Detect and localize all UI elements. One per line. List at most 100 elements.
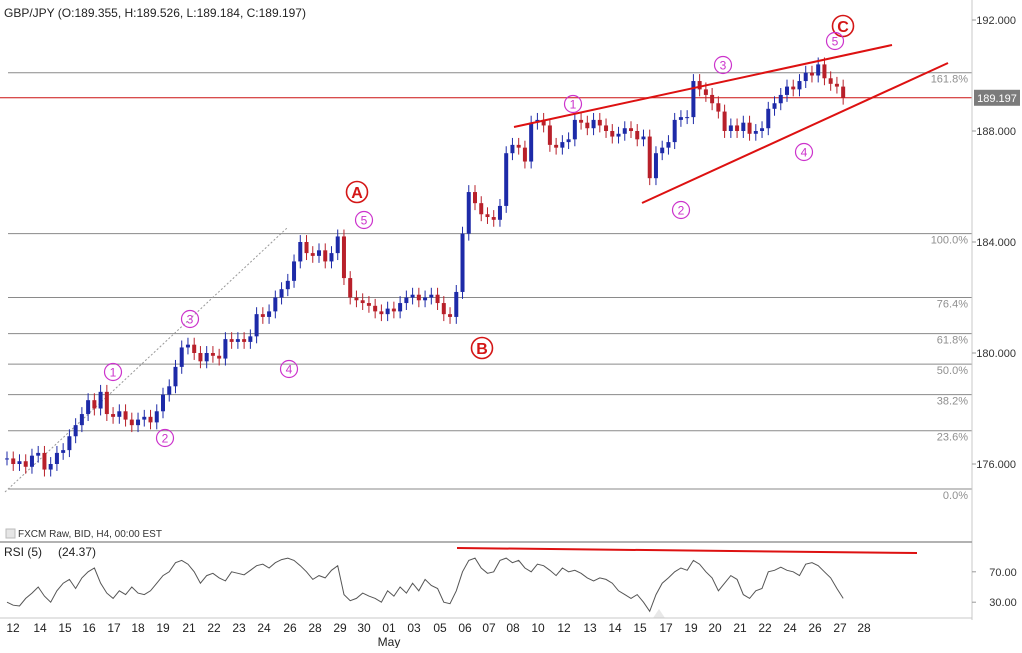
candle-body xyxy=(497,205,502,220)
candle-body xyxy=(210,353,215,356)
candle-body xyxy=(348,278,353,298)
minor-wave-text: 1 xyxy=(110,366,117,380)
candle-body xyxy=(142,416,147,420)
time-tick-label: 05 xyxy=(433,621,447,635)
time-tick-label: 12 xyxy=(6,621,20,635)
candle-body xyxy=(772,103,777,109)
rsi-line xyxy=(6,557,844,613)
candle-body xyxy=(572,119,577,140)
candle-body xyxy=(129,419,134,426)
major-wave-label: C xyxy=(831,14,855,38)
rsi-divergence-line xyxy=(456,547,918,554)
candle-body xyxy=(809,72,814,76)
candle-body xyxy=(92,400,97,409)
minor-wave-label: 2 xyxy=(155,428,175,448)
candle-body xyxy=(86,400,91,415)
candle-body xyxy=(98,391,103,409)
minor-wave-circle xyxy=(825,31,845,51)
candle-body xyxy=(448,314,453,317)
candle-body xyxy=(653,153,658,179)
time-tick-label: 07 xyxy=(482,621,496,635)
candle-body xyxy=(597,119,602,126)
time-tick-label: 28 xyxy=(308,621,322,635)
candle-body xyxy=(591,119,596,129)
major-wave-text: A xyxy=(351,185,363,202)
time-tick-label: 08 xyxy=(506,621,520,635)
time-axis: 12 14 15 16 17 18 19 21 22 23 24 26 28 29 30 01 03 05 06 07… xyxy=(6,621,871,649)
minor-wave-text: 5 xyxy=(832,35,839,49)
candle-body xyxy=(423,297,428,301)
candle-body xyxy=(136,419,141,426)
major-wave-label: A xyxy=(345,180,369,204)
candle-body xyxy=(828,78,833,84)
trendlines xyxy=(513,44,949,204)
rsi-panel: 70.00 30.00 xyxy=(6,547,1017,618)
candle-body xyxy=(641,136,646,140)
candle-body xyxy=(29,455,34,467)
candle-body xyxy=(579,119,584,123)
candle-body xyxy=(11,458,16,464)
price-axis: 176.000 180.000 184.000 188.000 192.000 189.1… xyxy=(971,0,1020,620)
candle-body xyxy=(267,311,272,317)
major-wave-circle xyxy=(470,336,494,360)
month-label: May xyxy=(378,635,401,648)
fib-label: 100.0% xyxy=(931,235,969,247)
candle-body xyxy=(154,411,159,423)
minor-wave-text: 3 xyxy=(187,313,194,327)
time-tick-label: 17 xyxy=(659,621,673,635)
candle-body xyxy=(254,314,259,337)
candle-body xyxy=(529,122,534,162)
minor-wave-circle xyxy=(563,94,583,114)
rsi-label: RSI (5) xyxy=(4,545,42,559)
candle-body xyxy=(285,280,290,290)
candle-body xyxy=(722,111,727,131)
time-tick-label: 17 xyxy=(107,621,121,635)
time-tick-label: 24 xyxy=(783,621,797,635)
major-wave-circle xyxy=(345,180,369,204)
candle-body xyxy=(441,303,446,315)
minor-wave-text: 4 xyxy=(286,363,293,377)
minor-wave-circle xyxy=(279,359,299,379)
candle-body xyxy=(753,131,758,134)
candle-body xyxy=(760,128,765,131)
candle-body xyxy=(391,308,396,312)
candle-body xyxy=(167,386,172,395)
candle-body xyxy=(435,294,440,304)
candle-body xyxy=(678,117,683,120)
major-wave-text: C xyxy=(837,19,849,36)
minor-wave-text: 2 xyxy=(678,204,685,218)
candle-body xyxy=(379,311,384,315)
candle-body xyxy=(691,81,696,118)
price-tick-label: 176.000 xyxy=(976,459,1016,471)
minor-wave-circle xyxy=(103,362,123,382)
minor-wave-circle xyxy=(180,309,200,329)
minor-wave-text: 1 xyxy=(570,98,577,112)
candle-body xyxy=(479,203,484,215)
last-price-label: 189.197 xyxy=(977,93,1017,105)
candle-body xyxy=(491,217,496,220)
candle-body xyxy=(735,125,740,131)
time-tick-label: 29 xyxy=(333,621,347,635)
candle-body xyxy=(204,353,209,362)
time-tick-label: 21 xyxy=(733,621,747,635)
candle-body xyxy=(791,86,796,90)
dotted-channel-line xyxy=(4,227,288,493)
time-tick-label: 22 xyxy=(758,621,772,635)
wedge-trendline xyxy=(513,44,893,128)
candle-body xyxy=(335,236,340,254)
candle-body xyxy=(67,436,72,451)
candle-body xyxy=(616,133,621,137)
candle-body xyxy=(834,83,839,87)
candle-body xyxy=(728,125,733,131)
time-tick-label: 12 xyxy=(557,621,571,635)
time-tick-label: 24 xyxy=(257,621,271,635)
minor-wave-label: 2 xyxy=(671,200,691,220)
last-price-badge xyxy=(974,89,1020,106)
candle-body xyxy=(685,117,690,119)
candle-body xyxy=(416,294,421,301)
candle-body xyxy=(510,144,515,154)
candle-body xyxy=(660,147,665,154)
candle-body xyxy=(647,136,652,179)
candle-body xyxy=(23,461,28,467)
